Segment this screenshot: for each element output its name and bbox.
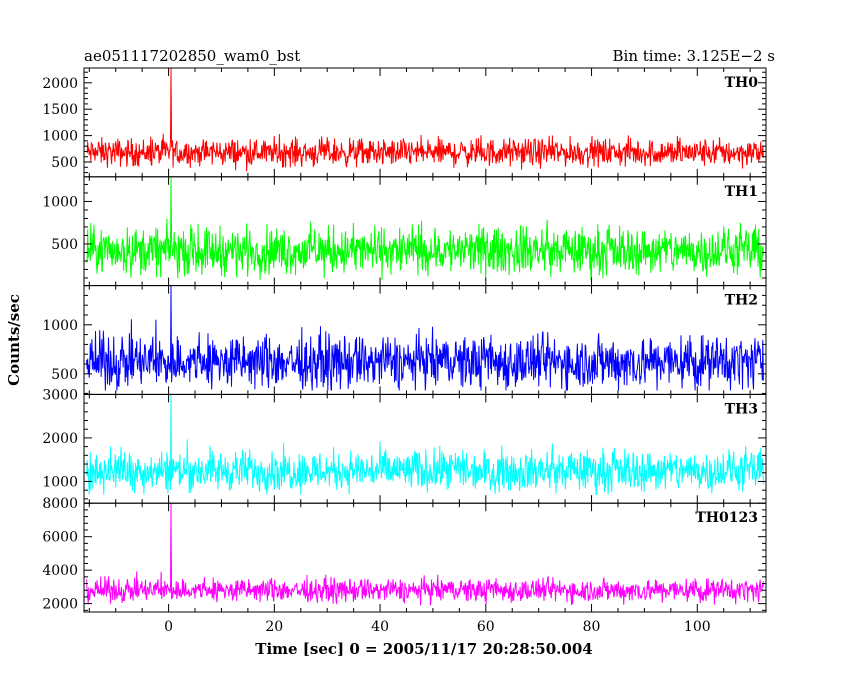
x-tick-label: 0 bbox=[164, 619, 173, 635]
y-tick-label-th0123: 4000 bbox=[42, 563, 78, 579]
y-tick-label-th0: 1500 bbox=[42, 102, 78, 118]
panel-label-th0123: TH0123 bbox=[695, 510, 758, 526]
x-tick-label: 40 bbox=[371, 619, 389, 635]
y-tick-label-th3: 2000 bbox=[42, 431, 78, 447]
y-tick-label-th1: 1000 bbox=[42, 195, 78, 211]
bin-time-label: Bin time: 3.125E−2 s bbox=[613, 47, 775, 65]
series-line-th1 bbox=[86, 176, 764, 281]
y-tick-label-th0123: 2000 bbox=[42, 597, 78, 613]
series-line-th0 bbox=[86, 68, 764, 172]
y-tick-label-th1: 500 bbox=[51, 237, 78, 253]
series-line-th2 bbox=[86, 285, 764, 391]
y-tick-label-th2: 1000 bbox=[42, 318, 78, 334]
panel-frame-th1 bbox=[83, 176, 767, 287]
panel-frame-th3 bbox=[83, 393, 767, 504]
panel-label-th2: TH2 bbox=[725, 293, 758, 309]
y-tick-label-th0123: 8000 bbox=[42, 496, 78, 512]
plot-title: ae051117202850_wam0_bst bbox=[84, 47, 300, 65]
series-line-th0123 bbox=[86, 503, 764, 606]
panel-frame-th0123 bbox=[83, 502, 767, 613]
panel-label-th0: TH0 bbox=[725, 75, 759, 91]
y-tick-label-th3: 1000 bbox=[42, 474, 78, 490]
y-tick-label-th0: 500 bbox=[51, 155, 78, 171]
y-tick-label-th0: 2000 bbox=[42, 76, 78, 92]
x-axis-label: Time [sec] 0 = 2005/11/17 20:28:50.004 bbox=[255, 640, 592, 658]
x-tick-label: 100 bbox=[684, 619, 711, 635]
x-tick-label: 20 bbox=[265, 619, 283, 635]
y-axis-label: Counts/sec bbox=[5, 294, 23, 386]
y-tick-label-th3: 3000 bbox=[42, 387, 78, 403]
y-tick-label-th2: 500 bbox=[51, 367, 78, 383]
series-line-th3 bbox=[86, 394, 764, 495]
panel-frame-th0 bbox=[83, 67, 767, 178]
y-tick-label-th0123: 6000 bbox=[42, 530, 78, 546]
panel-label-th1: TH1 bbox=[725, 184, 758, 200]
x-tick-label: 60 bbox=[477, 619, 495, 635]
y-tick-label-th0: 1000 bbox=[42, 129, 78, 145]
x-tick-label: 80 bbox=[583, 619, 601, 635]
panel-label-th3: TH3 bbox=[725, 401, 758, 417]
